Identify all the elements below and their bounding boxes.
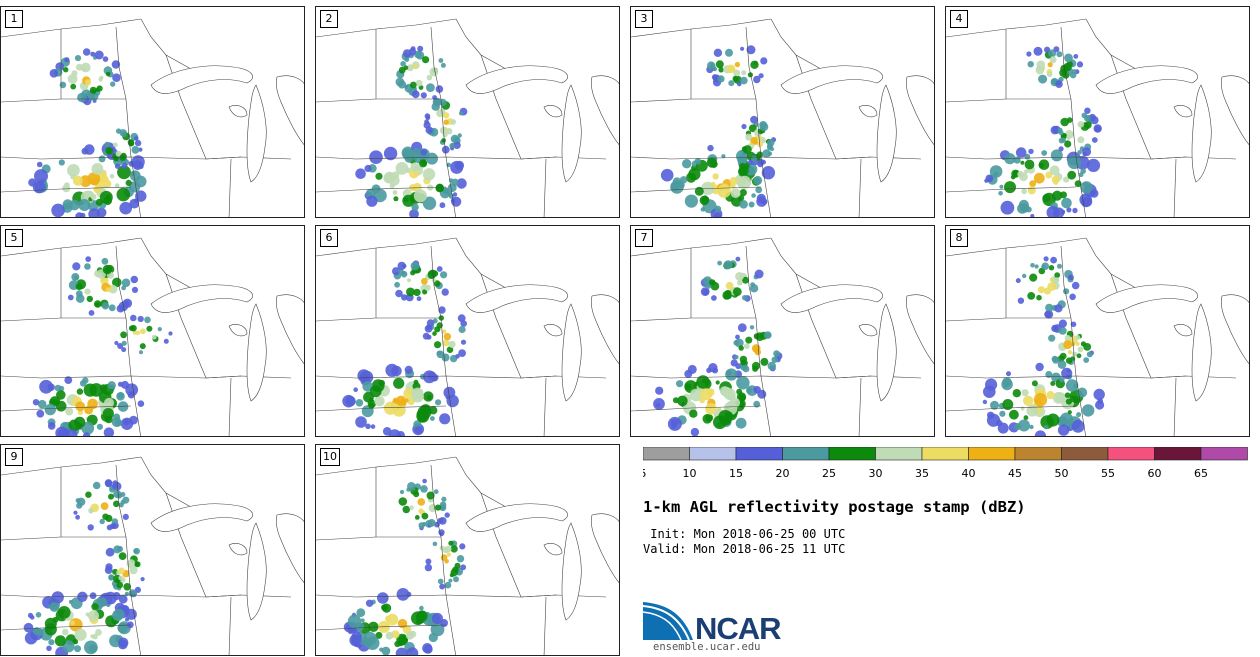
- valid-time: Valid: Mon 2018-06-25 11 UTC: [643, 542, 846, 556]
- ensemble-member-panel-4: 4: [945, 6, 1250, 218]
- colorbar-tick-label: 10: [683, 467, 697, 480]
- member-label-3: 3: [635, 10, 653, 28]
- state-borders: [1, 456, 304, 655]
- colorbar-swatch: [968, 447, 1016, 461]
- radar-echoes: [32, 256, 173, 436]
- colorbar-swatch: [1107, 447, 1155, 461]
- ensemble-member-panel-9: 9: [0, 444, 305, 656]
- radar-echoes: [982, 256, 1105, 436]
- colorbar-swatch: [1154, 447, 1202, 461]
- colorbar-tick-label: 25: [822, 467, 836, 480]
- colorbar-tick-label: 35: [915, 467, 929, 480]
- radar-echoes: [342, 260, 467, 436]
- state-borders: [946, 18, 1249, 217]
- reflectivity-map-1: [1, 18, 304, 217]
- colorbar-swatch: [921, 447, 969, 461]
- radar-echoes: [343, 478, 467, 655]
- state-borders: [316, 18, 619, 217]
- ncar-logo: NCAR: [643, 602, 782, 642]
- ensemble-member-panel-6: 6: [315, 225, 620, 437]
- state-borders: [631, 237, 934, 436]
- radar-echoes: [660, 45, 777, 217]
- reflectivity-colorbar: 5 10 15 20 25 30 35 40 45 50 55 60 65: [643, 447, 1248, 480]
- colorbar-swatch: [782, 447, 830, 461]
- radar-echoes: [23, 479, 145, 655]
- reflectivity-map-4: [946, 18, 1249, 217]
- colorbar-tick-label: 20: [776, 467, 790, 480]
- reflectivity-map-5: [1, 237, 304, 436]
- ncar-logo-text: NCAR: [695, 611, 781, 642]
- ensemble-member-panel-2: 2: [315, 6, 620, 218]
- member-label-7: 7: [635, 229, 653, 247]
- ensemble-member-panel-7: 7: [630, 225, 935, 437]
- colorbar-tick-label: 5: [643, 467, 647, 480]
- reflectivity-map-2: [316, 18, 619, 217]
- member-label-10: 10: [320, 448, 340, 466]
- state-borders: [1, 18, 304, 217]
- state-borders: [1, 237, 304, 436]
- radar-echoes: [984, 46, 1102, 217]
- reflectivity-map-8: [946, 237, 1249, 436]
- colorbar-tick-label: 40: [962, 467, 976, 480]
- init-time: Init: Mon 2018-06-25 00 UTC: [643, 527, 846, 541]
- colorbar-swatch: [1061, 447, 1109, 461]
- colorbar-tick-label: 65: [1194, 467, 1208, 480]
- reflectivity-map-3: [631, 18, 934, 217]
- member-label-8: 8: [950, 229, 968, 247]
- reflectivity-map-6: [316, 237, 619, 436]
- state-borders: [946, 237, 1249, 436]
- colorbar-tick-label: 15: [729, 467, 743, 480]
- colorbar-swatch: [689, 447, 737, 461]
- reflectivity-map-9: [1, 456, 304, 655]
- member-label-9: 9: [5, 448, 23, 466]
- product-title: 1-km AGL reflectivity postage stamp (dBZ…: [643, 498, 1026, 516]
- member-label-4: 4: [950, 10, 968, 28]
- member-label-5: 5: [5, 229, 23, 247]
- colorbar-swatch: [1200, 447, 1248, 461]
- colorbar-swatch: [828, 447, 876, 461]
- ensemble-member-panel-3: 3: [630, 6, 935, 218]
- state-borders: [631, 18, 934, 217]
- reflectivity-map-10: [316, 456, 619, 655]
- radar-echoes: [653, 256, 783, 436]
- state-borders: [316, 456, 619, 655]
- member-label-6: 6: [320, 229, 338, 247]
- colorbar-tick-label: 50: [1055, 467, 1069, 480]
- member-label-1: 1: [5, 10, 23, 28]
- colorbar-swatch: [643, 447, 690, 461]
- member-label-2: 2: [320, 10, 338, 28]
- colorbar-swatch: [875, 447, 923, 461]
- state-borders: [316, 237, 619, 436]
- ensemble-member-panel-5: 5: [0, 225, 305, 437]
- reflectivity-map-7: [631, 237, 934, 436]
- colorbar-tick-label: 60: [1148, 467, 1162, 480]
- website-url: ensemble.ucar.edu: [653, 641, 761, 653]
- colorbar-swatch: [735, 447, 783, 461]
- colorbar-swatch: [1014, 447, 1062, 461]
- ensemble-member-panel-1: 1: [0, 6, 305, 218]
- colorbar-tick-label: 55: [1101, 467, 1115, 480]
- colorbar-tick-label: 45: [1008, 467, 1022, 480]
- colorbar-tick-label: 30: [869, 467, 883, 480]
- radar-echoes: [355, 45, 468, 217]
- ensemble-member-panel-10: 10: [315, 444, 620, 656]
- ensemble-member-panel-8: 8: [945, 225, 1250, 437]
